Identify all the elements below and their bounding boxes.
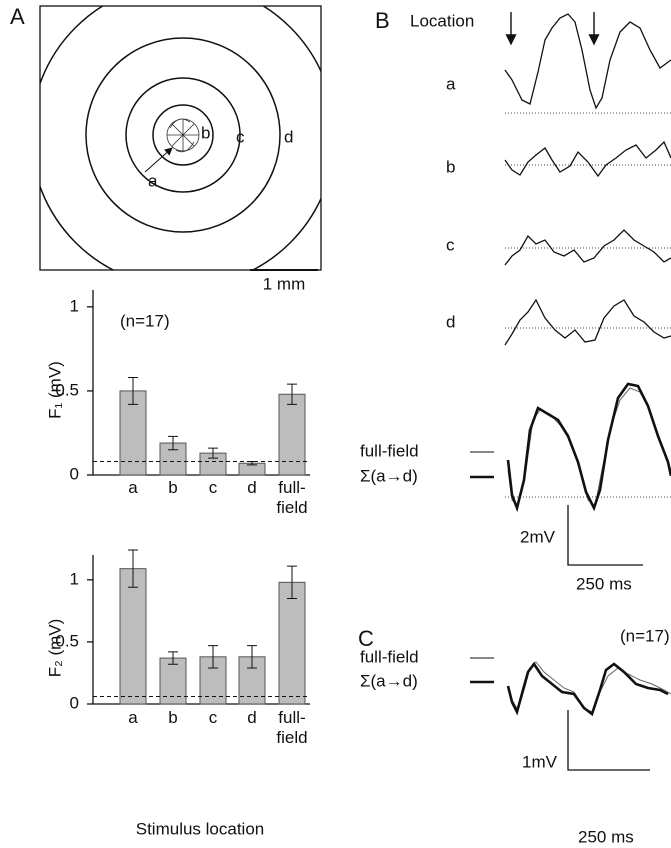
x-tick-label: d: [247, 708, 257, 727]
scale-label: 250 ms: [576, 574, 632, 593]
x-tick-label: d: [247, 478, 257, 497]
ring-label: d: [284, 127, 293, 146]
x-tick-label: a: [128, 478, 138, 497]
legend-label: full-field: [360, 441, 419, 460]
error-bar: [208, 447, 218, 459]
x-tick-label: c: [208, 708, 218, 727]
y-tick-label: 1: [70, 296, 79, 315]
cell-sketch: [166, 118, 200, 153]
scale-label: 1mV: [522, 752, 558, 771]
y-axis-label: F₂ (mV): [45, 619, 64, 678]
x-tick-label: c: [208, 478, 218, 497]
error-bar: [128, 376, 138, 405]
bar: [278, 581, 306, 705]
annotation: (n=17): [620, 626, 670, 645]
traces: [504, 13, 671, 513]
scale-bar: [567, 505, 643, 566]
y-axis-label: F₁ (mV): [45, 361, 64, 419]
x-tick-label: d: [247, 478, 257, 497]
annotation: (n=17): [120, 311, 170, 330]
x-tick-label: b: [168, 708, 178, 727]
x-tick-label: full-field: [276, 708, 308, 747]
x-tick-label: c: [208, 478, 218, 497]
x-tick-label: a: [128, 708, 138, 727]
x-tick-label: a: [128, 478, 138, 497]
error-bar: [128, 549, 138, 588]
x-tick-label: a: [128, 708, 138, 727]
bar: [159, 657, 187, 705]
error-bar: [287, 565, 297, 599]
ring-label: c: [236, 127, 245, 146]
scale-label: 1 mm: [263, 274, 306, 293]
x-tick-label: b: [168, 708, 178, 727]
panel-label: A: [10, 4, 25, 29]
legend-label: Σ(a→d): [360, 671, 418, 690]
panel-label: C: [358, 626, 374, 651]
header: Location: [410, 11, 474, 30]
x-axis-label: Stimulus location: [136, 819, 265, 838]
error-bar: [208, 645, 218, 669]
error-bar: [287, 383, 297, 405]
y-tick-label: 1: [70, 569, 79, 588]
x-tick-label: b: [168, 478, 178, 497]
error-bar: [247, 645, 257, 669]
error-bar: [168, 651, 178, 665]
scale-label: 250 ms: [578, 827, 634, 846]
x-tick-label: b: [168, 478, 178, 497]
ring-label: a: [148, 171, 158, 190]
scale-bar: [567, 710, 650, 771]
bar: [119, 568, 147, 705]
y-tick-label: 0.5: [55, 380, 79, 399]
traces: [506, 661, 671, 717]
x-tick-label: full-field: [276, 478, 308, 517]
y-tick-label: 0.5: [55, 631, 79, 650]
row-label: c: [446, 235, 455, 254]
y-tick-label: 0: [70, 693, 79, 712]
x-tick-label: d: [247, 708, 257, 727]
error-bar: [168, 435, 178, 451]
pointer-arrow: [144, 147, 173, 173]
row-label: a: [446, 74, 456, 93]
bar: [278, 393, 306, 476]
x-tick-label: c: [208, 708, 218, 727]
ring-label: b: [201, 123, 210, 142]
x-tick-label: full-field: [276, 708, 308, 747]
legend-label: Σ(a→d): [360, 466, 418, 485]
y-tick-label: 0: [70, 464, 79, 483]
legend-label: full-field: [360, 647, 419, 666]
rings: [40, 6, 321, 270]
row-label: b: [446, 157, 455, 176]
scale-label: 2mV: [520, 527, 556, 546]
stimulus-field: [39, 5, 322, 271]
x-tick-label: full-field: [276, 478, 308, 517]
panel-label: B: [375, 8, 390, 33]
row-label: d: [446, 312, 455, 331]
